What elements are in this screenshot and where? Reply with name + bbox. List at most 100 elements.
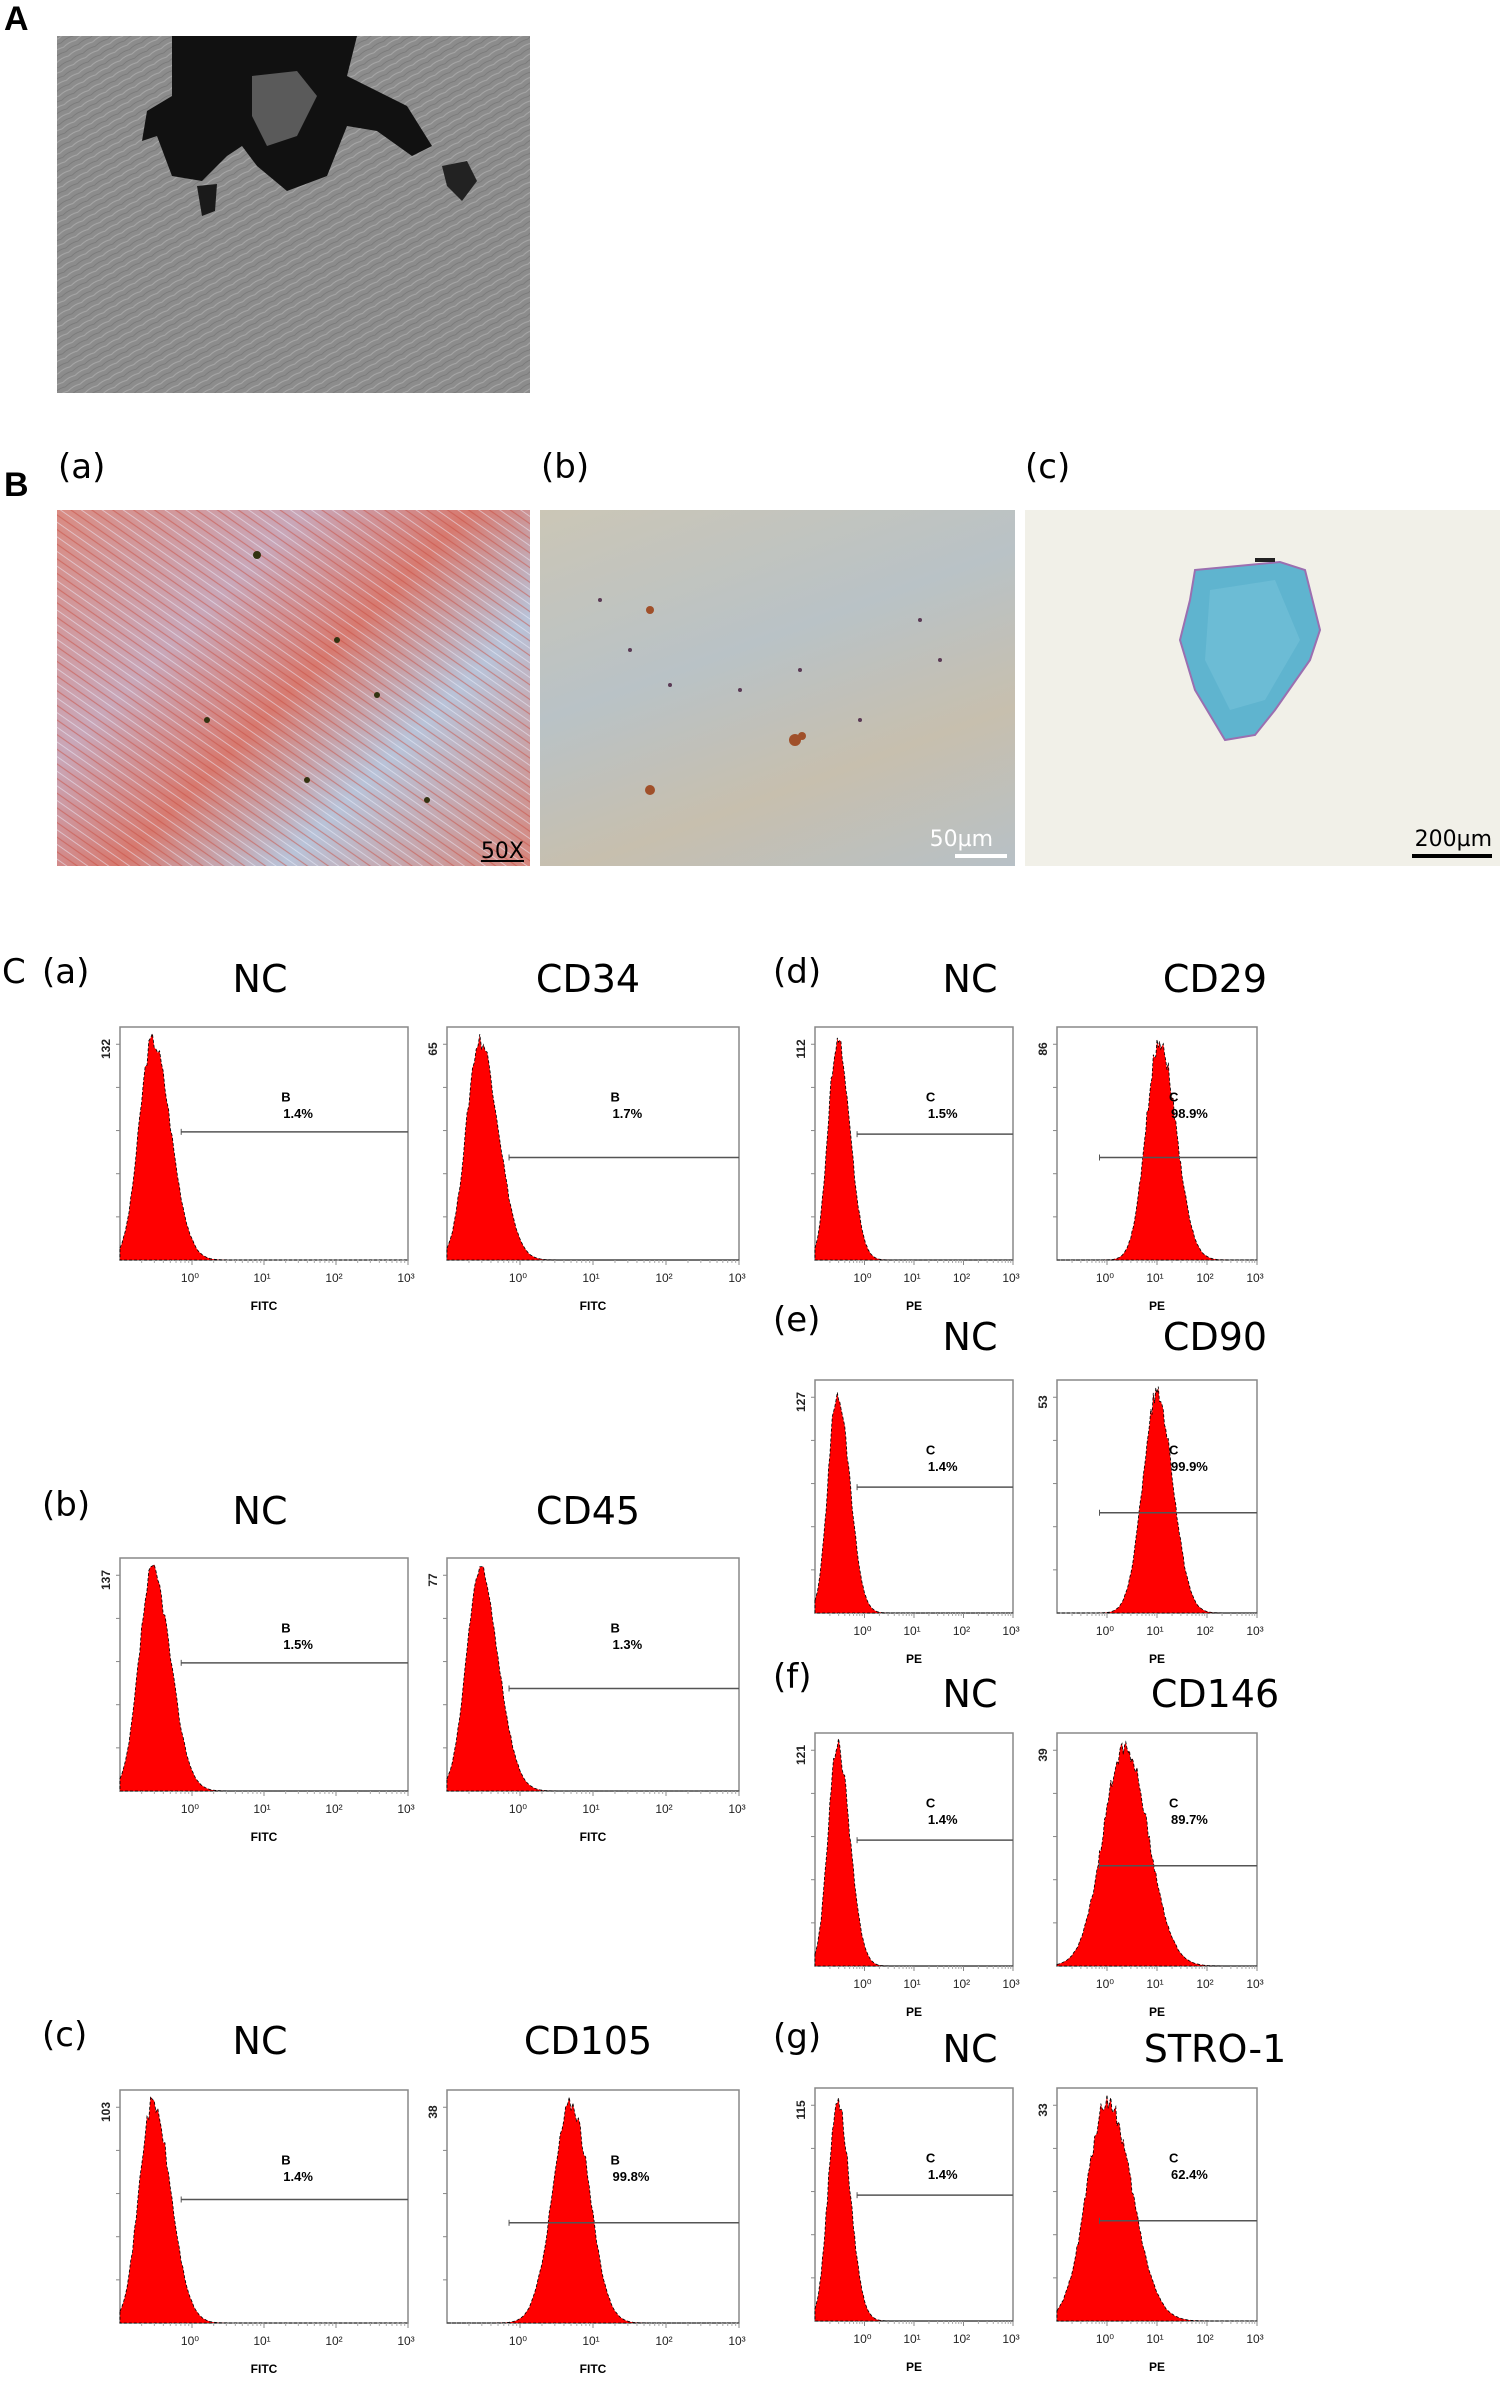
histogram-nc-2: 137 B 1.5% 10⁰ 10¹ 10² 10³ FITC [90, 1557, 418, 1851]
svg-text:C: C [926, 1443, 936, 1458]
svg-text:10³: 10³ [728, 1271, 745, 1285]
alizarin-red-micrograph: 50X [57, 510, 530, 866]
group-a-label: (a) [42, 952, 90, 992]
svg-text:10⁰: 10⁰ [1096, 2332, 1114, 2346]
scale-bar-200um [1412, 854, 1492, 858]
histogram-title-nc-4: NC [232, 2019, 288, 2063]
histogram-title-nc-8: NC [942, 1315, 998, 1359]
histogram-title-nc-0: NC [232, 957, 288, 1001]
svg-text:1.5%: 1.5% [928, 1106, 958, 1121]
svg-text:10²: 10² [655, 1271, 672, 1285]
group-d-label: (d) [773, 952, 822, 992]
histogram-cd29-7: 86 C 98.9% 10⁰ 10¹ 10² 10³ PE [1027, 1026, 1267, 1320]
svg-text:10¹: 10¹ [903, 1271, 920, 1285]
histogram-title-nc-10: NC [942, 1672, 998, 1716]
svg-text:10¹: 10¹ [253, 1271, 270, 1285]
svg-text:10²: 10² [325, 2334, 342, 2348]
svg-text:10¹: 10¹ [1146, 1624, 1163, 1638]
group-c-label: (c) [42, 2015, 88, 2055]
svg-text:103: 103 [99, 2102, 113, 2122]
svg-text:10¹: 10¹ [903, 2332, 920, 2346]
panel-b-c-label: (c) [1025, 447, 1071, 487]
svg-text:B: B [611, 2153, 620, 2168]
svg-text:10³: 10³ [1246, 1624, 1263, 1638]
histogram-title-cd105-5: CD105 [523, 2019, 653, 2063]
svg-text:10³: 10³ [1002, 1977, 1019, 1991]
svg-text:39: 39 [1036, 1748, 1050, 1762]
svg-text:10⁰: 10⁰ [509, 1271, 527, 1285]
svg-text:FITC: FITC [580, 2362, 607, 2376]
panel-a-letter: A [4, 0, 29, 38]
svg-text:10²: 10² [1196, 2332, 1213, 2346]
histogram-title-nc-12: NC [942, 2027, 998, 2071]
svg-text:10¹: 10¹ [1146, 1977, 1163, 1991]
svg-text:10³: 10³ [397, 1271, 414, 1285]
svg-text:1.4%: 1.4% [283, 2169, 313, 2184]
svg-text:10²: 10² [655, 2334, 672, 2348]
svg-text:1.7%: 1.7% [613, 1106, 643, 1121]
svg-text:38: 38 [426, 2105, 440, 2119]
svg-text:10¹: 10¹ [582, 1271, 599, 1285]
svg-text:C: C [1169, 1443, 1179, 1458]
histogram-title-cd90-9: CD90 [1162, 1315, 1268, 1359]
scale-bar-label-50um: 50µm [929, 827, 993, 852]
svg-text:10²: 10² [1196, 1977, 1213, 1991]
svg-text:53: 53 [1036, 1395, 1050, 1409]
svg-text:10²: 10² [953, 1977, 970, 1991]
svg-text:FITC: FITC [251, 1299, 278, 1313]
svg-text:PE: PE [906, 2360, 922, 2374]
svg-text:FITC: FITC [580, 1299, 607, 1313]
svg-text:FITC: FITC [580, 1830, 607, 1844]
histogram-nc-6: 112 C 1.5% 10⁰ 10¹ 10² 10³ PE [785, 1026, 1023, 1320]
svg-text:62.4%: 62.4% [1171, 2167, 1208, 2182]
scale-bar-50um [955, 854, 1007, 858]
svg-text:137: 137 [99, 1570, 113, 1590]
svg-text:10⁰: 10⁰ [853, 1271, 871, 1285]
histogram-cd34-1: 65 B 1.7% 10⁰ 10¹ 10² 10³ FITC [417, 1026, 749, 1320]
svg-text:127: 127 [794, 1392, 808, 1412]
svg-text:65: 65 [426, 1042, 440, 1056]
svg-text:115: 115 [794, 2100, 808, 2120]
svg-text:10⁰: 10⁰ [1096, 1977, 1114, 1991]
svg-text:10²: 10² [953, 1271, 970, 1285]
histogram-cd146-11: 39 C 89.7% 10⁰ 10¹ 10² 10³ PE [1027, 1732, 1267, 2026]
panel-c-letter: C [2, 952, 26, 992]
group-g-label: (g) [773, 2017, 822, 2057]
svg-text:10⁰: 10⁰ [181, 2334, 199, 2348]
svg-text:1.5%: 1.5% [283, 1637, 313, 1652]
svg-text:B: B [281, 1621, 290, 1636]
svg-text:PE: PE [906, 2005, 922, 2019]
histogram-title-stro-1-13: STRO-1 [1143, 2027, 1287, 2071]
svg-text:10³: 10³ [1002, 1271, 1019, 1285]
svg-text:10³: 10³ [728, 2334, 745, 2348]
histogram-stro-1-13: 33 C 62.4% 10⁰ 10¹ 10² 10³ PE [1027, 2087, 1267, 2381]
svg-text:77: 77 [426, 1573, 440, 1587]
svg-text:10²: 10² [325, 1271, 342, 1285]
histogram-nc-0: 132 B 1.4% 10⁰ 10¹ 10² 10³ FITC [90, 1026, 418, 1320]
svg-text:10⁰: 10⁰ [853, 2332, 871, 2346]
svg-text:10³: 10³ [1246, 1271, 1263, 1285]
svg-text:PE: PE [906, 1299, 922, 1313]
svg-text:C: C [1169, 1090, 1179, 1105]
histogram-title-cd45-3: CD45 [535, 1489, 641, 1533]
svg-text:C: C [926, 1796, 936, 1811]
histogram-nc-12: 115 C 1.4% 10⁰ 10¹ 10² 10³ PE [785, 2087, 1023, 2381]
svg-text:10²: 10² [953, 2332, 970, 2346]
svg-text:PE: PE [906, 1652, 922, 1666]
svg-text:10¹: 10¹ [903, 1977, 920, 1991]
svg-text:PE: PE [1149, 2360, 1165, 2374]
scale-bar-label-200um: 200µm [1414, 827, 1492, 852]
svg-text:1.4%: 1.4% [283, 1106, 313, 1121]
svg-text:10¹: 10¹ [1146, 2332, 1163, 2346]
oil-red-micrograph: 50µm [540, 510, 1015, 866]
group-e-label: (e) [773, 1300, 821, 1340]
svg-text:99.8%: 99.8% [613, 2169, 650, 2184]
svg-text:10³: 10³ [728, 1802, 745, 1816]
svg-text:C: C [1169, 1796, 1179, 1811]
svg-text:10⁰: 10⁰ [1096, 1624, 1114, 1638]
panel-a-micrograph [57, 36, 530, 393]
svg-text:86: 86 [1036, 1042, 1050, 1056]
histogram-nc-8: 127 C 1.4% 10⁰ 10¹ 10² 10³ PE [785, 1379, 1023, 1673]
group-f-label: (f) [773, 1657, 812, 1697]
svg-text:1.3%: 1.3% [613, 1637, 643, 1652]
